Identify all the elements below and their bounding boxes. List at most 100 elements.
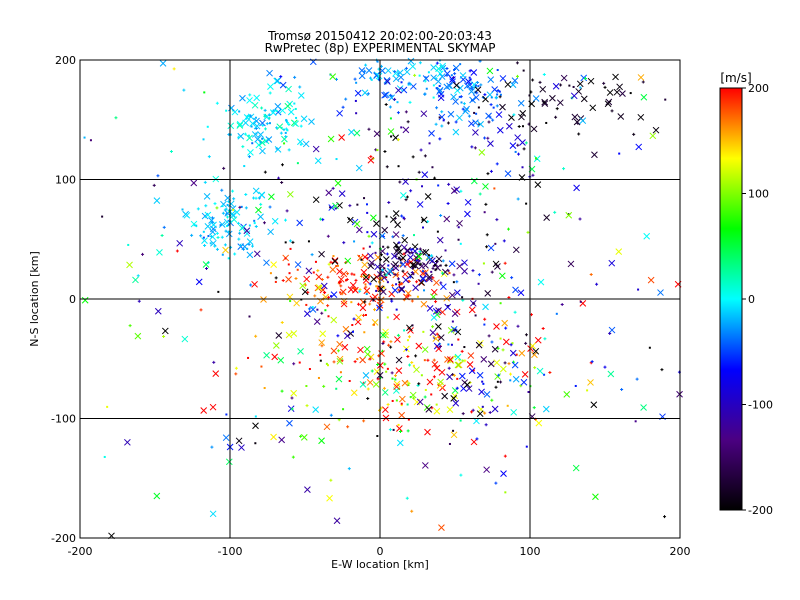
data-point: [493, 323, 500, 330]
data-point: [293, 299, 300, 307]
data-point: [381, 389, 389, 396]
y-tick-label: 100: [55, 174, 76, 187]
data-point: [370, 369, 374, 373]
data-point: [389, 216, 397, 223]
data-point: [377, 298, 380, 301]
data-point: [244, 192, 248, 196]
data-point: [286, 419, 293, 427]
data-point: [351, 324, 354, 327]
data-point: [193, 224, 196, 227]
data-point: [412, 364, 415, 367]
data-point: [362, 273, 370, 281]
data-point: [543, 373, 546, 376]
data-point: [207, 235, 210, 238]
data-point: [393, 380, 401, 388]
data-point: [548, 371, 552, 375]
data-point: [499, 75, 507, 82]
data-point: [438, 524, 445, 531]
data-point: [424, 193, 432, 200]
data-point: [459, 473, 463, 477]
data-point: [470, 177, 478, 185]
data-point: [369, 155, 373, 159]
data-point: [176, 239, 184, 247]
data-point: [246, 251, 254, 259]
data-point: [243, 165, 246, 168]
data-point: [340, 270, 348, 278]
y-tick-label: 0: [69, 293, 76, 306]
data-point: [389, 340, 393, 344]
data-point: [356, 302, 360, 306]
data-point: [339, 280, 342, 283]
data-point: [423, 395, 427, 399]
data-point: [283, 218, 287, 222]
data-point: [617, 113, 625, 120]
data-point: [560, 74, 568, 82]
data-point: [83, 136, 86, 139]
data-point: [434, 263, 437, 266]
data-point: [368, 259, 376, 267]
data-point: [495, 104, 499, 108]
data-point: [242, 119, 249, 127]
data-point: [162, 225, 166, 229]
data-point: [438, 116, 441, 119]
data-point: [358, 289, 362, 293]
data-point: [606, 89, 614, 96]
data-point: [408, 275, 412, 279]
data-point: [265, 122, 269, 126]
data-point: [396, 69, 404, 77]
data-point: [433, 364, 441, 372]
data-point: [366, 379, 374, 386]
x-tick: -100: [218, 545, 243, 558]
data-point: [409, 261, 417, 269]
data-point: [375, 72, 383, 80]
x-tick-label: 0: [377, 545, 384, 558]
data-point: [435, 323, 442, 330]
data-point: [375, 285, 378, 288]
data-point: [359, 380, 367, 388]
data-point: [341, 343, 349, 351]
data-point: [459, 189, 463, 193]
data-point: [507, 295, 511, 299]
data-point: [591, 151, 598, 159]
data-point: [366, 211, 369, 214]
data-point: [404, 348, 408, 352]
data-point: [329, 478, 333, 482]
data-point: [248, 93, 252, 97]
data-point: [421, 270, 424, 273]
data-point: [391, 252, 398, 260]
data-point: [383, 77, 391, 84]
data-point: [351, 330, 354, 333]
data-point: [222, 166, 226, 170]
data-point: [195, 278, 203, 286]
data-point: [209, 403, 217, 411]
data-point: [330, 316, 338, 324]
data-point: [376, 60, 379, 63]
y-axis-label: N-S location [km]: [28, 251, 41, 347]
x-axis-label: E-W location [km]: [331, 558, 429, 571]
data-point: [437, 184, 440, 187]
data-point: [434, 300, 438, 304]
data-point: [512, 246, 520, 254]
data-point: [483, 93, 487, 97]
data-point: [417, 259, 421, 263]
data-point: [573, 118, 581, 126]
data-point: [318, 250, 325, 258]
data-point: [439, 264, 442, 267]
data-point: [248, 224, 251, 227]
data-point: [322, 384, 326, 388]
data-point: [541, 100, 549, 107]
data-point: [456, 114, 463, 122]
data-point: [220, 188, 224, 192]
data-point: [438, 84, 441, 87]
data-point: [247, 242, 251, 246]
data-point: [263, 113, 271, 121]
data-point: [494, 373, 502, 380]
data-point: [446, 356, 454, 363]
data-point: [595, 282, 599, 286]
data-point: [416, 383, 420, 387]
data-point: [418, 279, 426, 286]
plot-frame: [79, 59, 681, 539]
data-point: [494, 95, 498, 99]
data-point: [432, 96, 435, 99]
data-point: [291, 455, 295, 459]
